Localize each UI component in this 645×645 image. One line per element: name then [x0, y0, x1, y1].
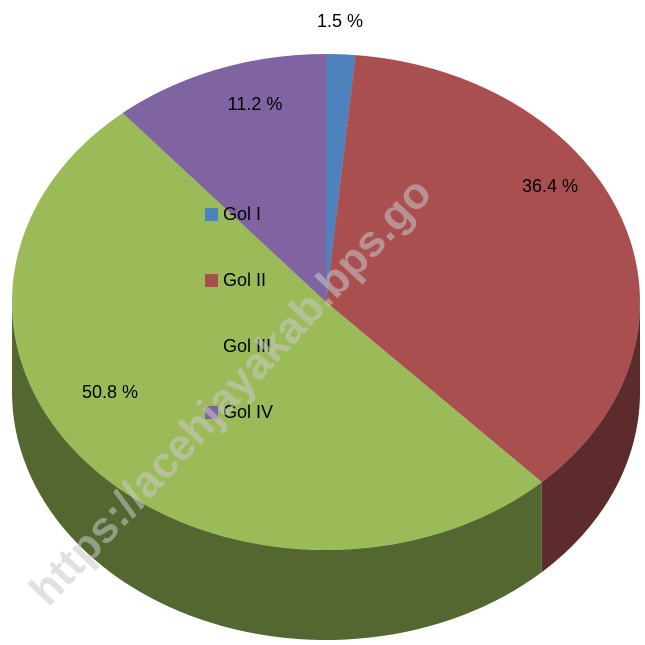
data-label: 11.2 %	[228, 94, 283, 114]
data-label: 1.5 %	[317, 11, 363, 31]
pie-sides	[12, 302, 640, 640]
legend-label: Gol II	[223, 270, 266, 290]
legend-label: Gol I	[223, 204, 261, 224]
pie-tops	[12, 54, 640, 550]
legend-label: Gol IV	[223, 402, 273, 422]
labels: 1.5 % 36.4 % 50.8 % 11.2 % Gol I Gol II Gol II…	[82, 11, 578, 422]
slice	[12, 113, 542, 550]
legend-swatch	[205, 208, 218, 221]
slice-side	[541, 302, 640, 573]
legend-swatch	[205, 340, 218, 353]
data-label: 36.4 %	[522, 176, 578, 196]
slice	[326, 55, 640, 483]
slice-side	[12, 302, 542, 640]
slice	[326, 54, 356, 302]
legend-swatch	[205, 274, 218, 287]
legend-swatch	[205, 406, 218, 419]
slice	[122, 54, 326, 302]
legend-label: Gol III	[223, 336, 271, 356]
data-label: 50.8 %	[82, 382, 138, 402]
